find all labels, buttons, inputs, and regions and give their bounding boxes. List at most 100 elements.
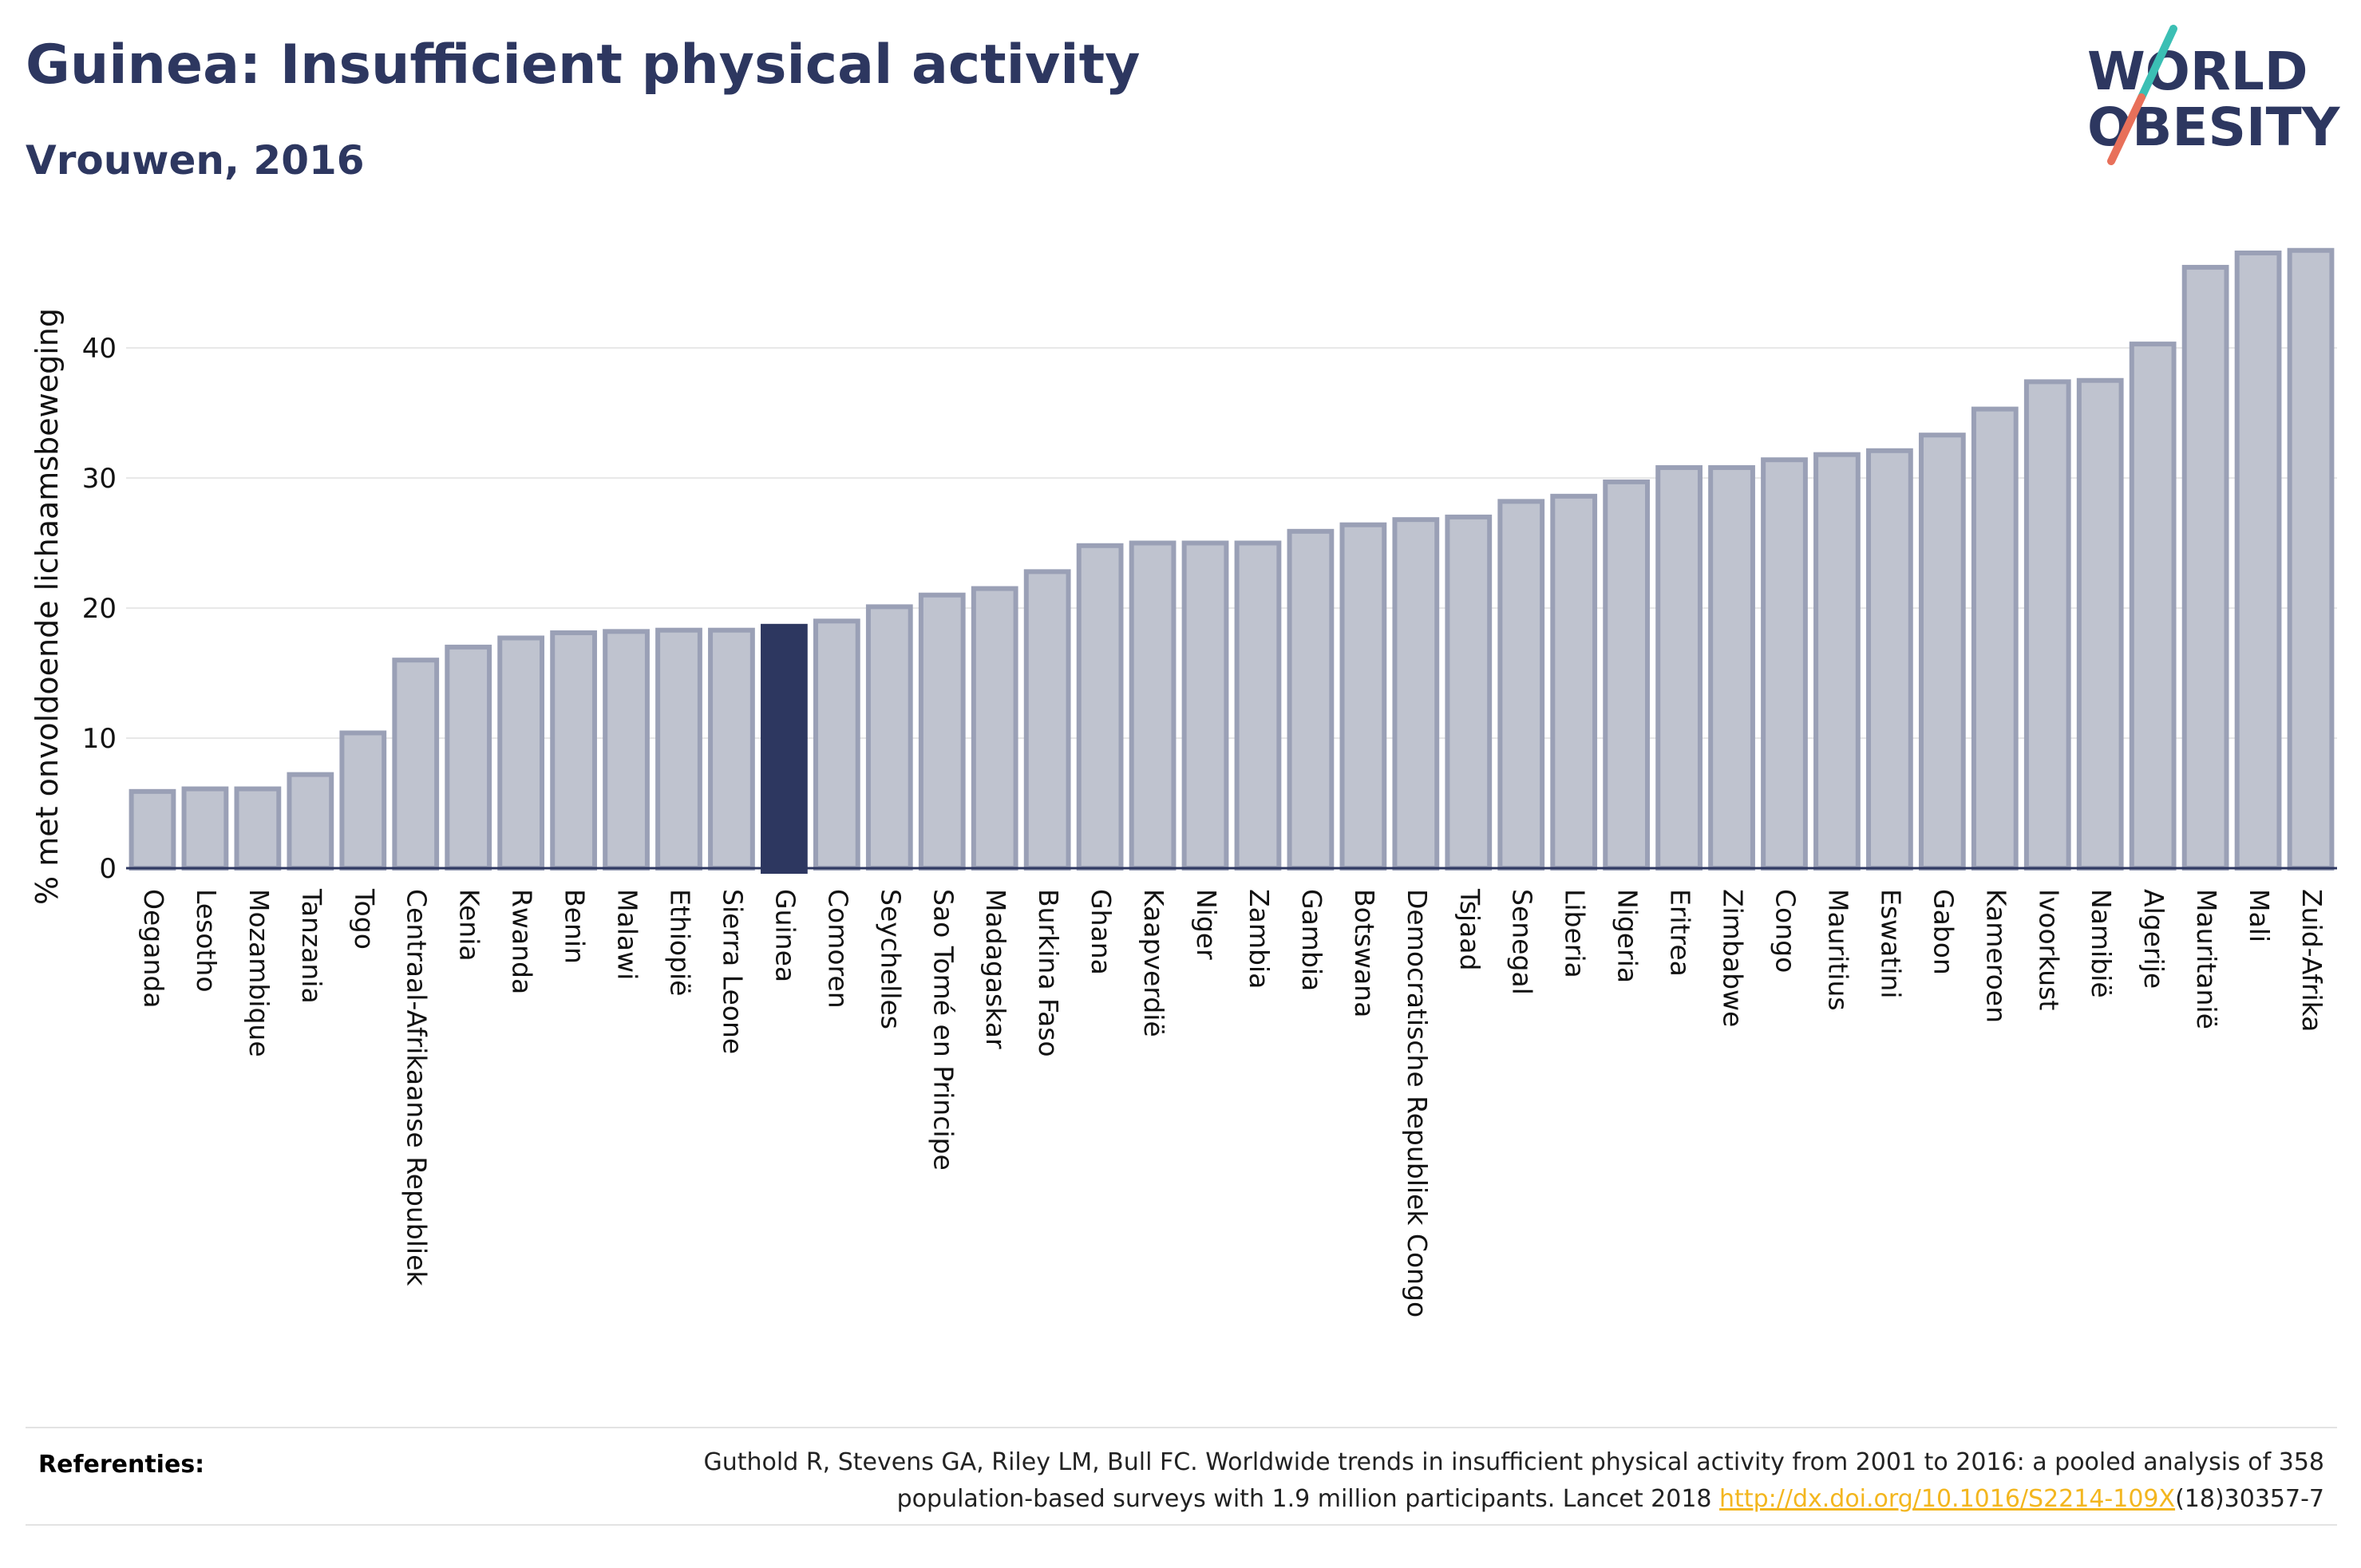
bar-togo[interactable] bbox=[339, 730, 387, 871]
bar-kenia[interactable] bbox=[445, 644, 492, 871]
x-tick-label: Gambia bbox=[1296, 889, 1327, 991]
x-tick-label: Burkina Faso bbox=[1033, 889, 1064, 1057]
x-tick-label: Nigeria bbox=[1612, 889, 1643, 983]
x-tick-label: Kenia bbox=[454, 889, 485, 962]
x-tick-label: Senegal bbox=[1507, 889, 1538, 995]
x-tick-label: Malawi bbox=[612, 889, 643, 980]
bar-niger[interactable] bbox=[1181, 540, 1229, 871]
divider-top bbox=[26, 1427, 2337, 1428]
logo-slash-bottom bbox=[2107, 93, 2145, 165]
x-tick-label: Madagaskar bbox=[980, 889, 1011, 1049]
bar-eritrea[interactable] bbox=[1655, 464, 1703, 871]
bar-gabon[interactable] bbox=[1918, 432, 1966, 871]
x-tick-label: Eritrea bbox=[1665, 889, 1696, 977]
x-tick-label: Kameroen bbox=[1980, 889, 2011, 1023]
x-tick-label: Ivoorkust bbox=[2033, 889, 2064, 1010]
y-tick-label: 10 bbox=[82, 723, 117, 755]
bar-mali[interactable] bbox=[2234, 251, 2282, 871]
bar-madagaskar[interactable] bbox=[971, 586, 1018, 871]
x-tick-label: Eswatini bbox=[1875, 889, 1906, 998]
bar-senegal[interactable] bbox=[1497, 499, 1545, 871]
bar-algerije[interactable] bbox=[2129, 342, 2177, 871]
y-tick-label: 40 bbox=[82, 333, 117, 365]
x-tick-label: Mauritanië bbox=[2191, 889, 2222, 1029]
x-tick-label: Zuid-Afrika bbox=[2296, 889, 2327, 1032]
x-tick-label: Kaapverdië bbox=[1138, 889, 1169, 1037]
bar-tanzania[interactable] bbox=[287, 772, 334, 871]
x-tick-label: Oeganda bbox=[138, 889, 169, 1009]
y-tick-label: 30 bbox=[82, 463, 117, 495]
x-tick-label: Comoren bbox=[822, 889, 853, 1009]
bar-ghana[interactable] bbox=[1076, 543, 1124, 871]
x-tick-label: Mauritius bbox=[1822, 889, 1853, 1011]
bar-ethiopi-[interactable] bbox=[655, 627, 702, 871]
logo-slash-top bbox=[2138, 25, 2177, 101]
x-tick-label: Lesotho bbox=[191, 889, 222, 993]
x-tick-label: Tanzania bbox=[296, 888, 327, 1004]
x-tick-label: Tsjaad bbox=[1454, 888, 1485, 970]
x-tick-label: Zimbabwe bbox=[1718, 889, 1749, 1027]
bar-congo[interactable] bbox=[1761, 457, 1808, 871]
bar-mozambique[interactable] bbox=[234, 786, 282, 871]
chart-title: Guinea: Insufficient physical activity bbox=[26, 34, 1141, 97]
gridlines bbox=[126, 347, 2337, 739]
bar-democratische-republiek-congo[interactable] bbox=[1392, 517, 1440, 871]
x-tick-label: Zambia bbox=[1244, 889, 1275, 989]
bar-seychelles[interactable] bbox=[865, 604, 913, 871]
bar-eswatini[interactable] bbox=[1866, 448, 1913, 871]
x-tick-label: Togo bbox=[349, 888, 380, 950]
bar-lesotho[interactable] bbox=[181, 786, 229, 871]
x-tick-label: Guinea bbox=[769, 889, 801, 982]
x-tick-label: Benin bbox=[560, 889, 591, 964]
y-tick-label: 20 bbox=[82, 593, 117, 625]
bar-comoren[interactable] bbox=[813, 618, 860, 871]
x-tick-label: Seychelles bbox=[875, 889, 906, 1029]
y-tick-label: 0 bbox=[99, 853, 117, 885]
world-obesity-logo: WORLD OBESITY bbox=[2087, 25, 2341, 165]
bar-gambia[interactable] bbox=[1287, 528, 1335, 871]
bar-centraal-afrikaanse-republiek[interactable] bbox=[392, 658, 440, 871]
bar-oeganda[interactable] bbox=[129, 788, 176, 871]
reference-citation-end: (18)30357-7 bbox=[2175, 1485, 2324, 1513]
logo-line1: WORLD bbox=[2087, 41, 2308, 102]
bar-sao-tom-en-principe[interactable] bbox=[918, 592, 966, 871]
bar-kaapverdi-[interactable] bbox=[1129, 540, 1177, 871]
bar-benin[interactable] bbox=[550, 630, 597, 871]
x-tick-label: Ghana bbox=[1086, 889, 1117, 975]
bar-rwanda[interactable] bbox=[497, 635, 545, 871]
bar-botswana[interactable] bbox=[1339, 522, 1387, 871]
references-text: Guthold R, Stevens GA, Riley LM, Bull FC… bbox=[568, 1444, 2324, 1518]
bar-burkina-faso[interactable] bbox=[1023, 569, 1071, 871]
reference-link[interactable]: http://dx.doi.org/10.1016/S2214-109X bbox=[1719, 1485, 2176, 1513]
bar-nigeria[interactable] bbox=[1603, 479, 1651, 871]
bar-malawi[interactable] bbox=[603, 629, 650, 871]
bar-ivoorkust[interactable] bbox=[2023, 379, 2071, 871]
x-tick-label: Algerije bbox=[2138, 889, 2169, 989]
axes: 0 10 20 30 40 Oeganda Lesotho Mozambique Tanzani… bbox=[82, 333, 2337, 1317]
x-tick-label: Mali bbox=[2244, 889, 2275, 942]
x-tick-label: Namibië bbox=[2086, 889, 2117, 998]
divider-bottom bbox=[26, 1524, 2337, 1526]
bar-mauritius[interactable] bbox=[1813, 452, 1861, 871]
bar-kameroen[interactable] bbox=[1971, 406, 2019, 871]
x-tick-label: Mozambique bbox=[243, 889, 275, 1057]
chart-subtitle: Vrouwen, 2016 bbox=[26, 137, 365, 184]
x-tick-label: Liberia bbox=[1560, 889, 1591, 978]
x-tick-label: Botswana bbox=[1349, 889, 1380, 1017]
y-axis-label: % met onvoldoende lichaamsbeweging bbox=[30, 308, 65, 905]
bar-mauritani-[interactable] bbox=[2181, 264, 2229, 871]
bar-guinea[interactable] bbox=[761, 623, 808, 874]
x-tick-label: Congo bbox=[1770, 889, 1801, 973]
bar-namibi-[interactable] bbox=[2076, 377, 2124, 871]
bar-zimbabwe[interactable] bbox=[1708, 464, 1755, 871]
bar-zambia[interactable] bbox=[1234, 540, 1282, 871]
references-label: Referenties: bbox=[38, 1451, 205, 1479]
x-tick-label: Democratische Republiek Congo bbox=[1402, 889, 1433, 1317]
bar-liberia[interactable] bbox=[1550, 493, 1598, 871]
bar-sierra-leone[interactable] bbox=[708, 627, 755, 871]
bar-tsjaad[interactable] bbox=[1445, 514, 1493, 871]
x-tick-label: Gabon bbox=[1928, 889, 1959, 975]
x-tick-label: Niger bbox=[1191, 889, 1222, 960]
bar-zuid-afrika[interactable] bbox=[2287, 247, 2335, 871]
